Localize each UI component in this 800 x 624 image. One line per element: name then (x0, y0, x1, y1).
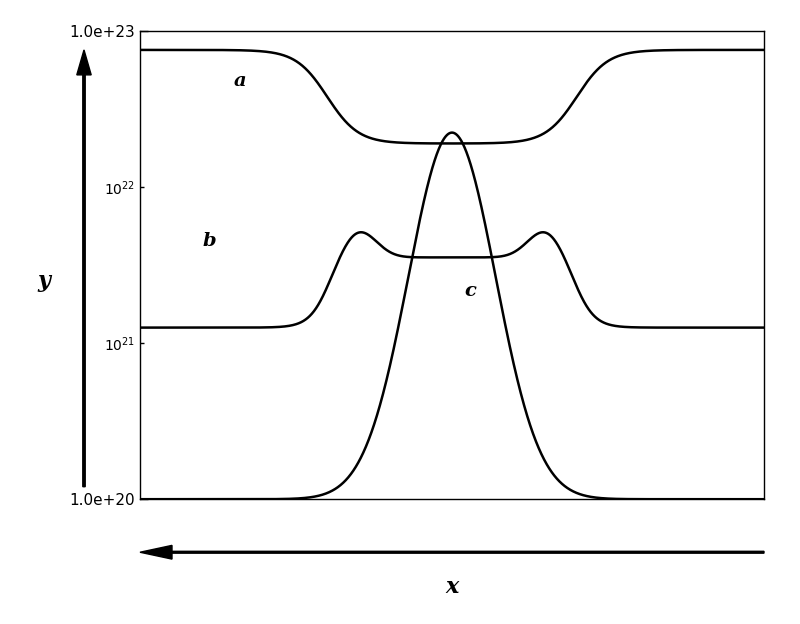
Text: a: a (234, 72, 246, 90)
Text: b: b (202, 233, 216, 250)
Text: y: y (38, 270, 50, 292)
Text: x: x (446, 575, 458, 598)
Text: c: c (465, 283, 476, 300)
